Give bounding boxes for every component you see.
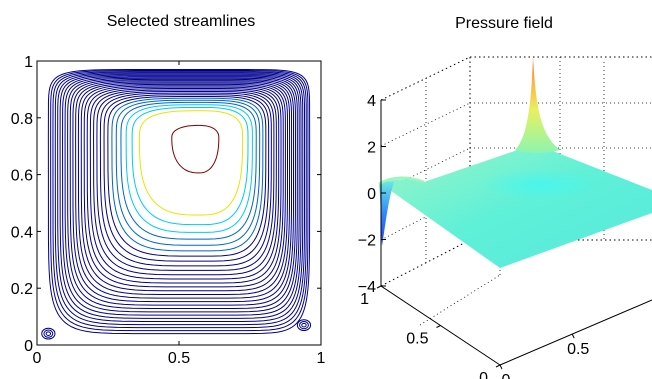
y-tick-label: 0 <box>24 338 33 355</box>
streamline <box>59 74 302 319</box>
streamline <box>62 75 300 316</box>
z-tick-label: 4 <box>367 93 376 110</box>
surface-sheet <box>380 144 652 268</box>
z-tick-label: 2 <box>367 140 376 157</box>
y-tick-label: 0.4 <box>11 224 33 241</box>
streamline <box>96 91 275 271</box>
streamline <box>171 124 220 174</box>
y3d-tick-mark <box>571 333 575 339</box>
surface-highlight <box>480 169 600 201</box>
y3d-tick-mark <box>499 364 503 370</box>
streamline <box>50 70 309 332</box>
streamline <box>120 101 257 240</box>
surface-spike <box>515 57 560 153</box>
pressure-axis-ticks: 4 2 0 −2 −4 0 0.5 1 0 0.5 <box>358 93 590 379</box>
corner-eddy <box>45 331 52 336</box>
streamline <box>80 83 286 292</box>
corner-eddy <box>299 321 309 330</box>
x3d-tick-label: 1 <box>360 291 369 308</box>
streamline <box>138 110 244 216</box>
streamline-curves <box>41 69 312 340</box>
streamline <box>99 92 272 267</box>
streamline <box>93 89 277 276</box>
z-tick-label: 0 <box>367 186 376 203</box>
y3d-tick-label: 0.5 <box>567 341 589 358</box>
streamline <box>69 78 295 306</box>
x3d-tick-mark <box>495 364 501 368</box>
x3d-tick-mark <box>436 325 441 328</box>
corner-eddy <box>43 329 54 338</box>
streamline <box>125 104 253 233</box>
x3d-tick-mark <box>376 285 382 289</box>
x3d-tick-label: 0.5 <box>406 331 428 348</box>
pressure-plot-title: Pressure field <box>455 15 553 32</box>
streamline <box>67 77 296 310</box>
streamline <box>131 106 249 226</box>
streamline-axis-ticks: 0 0.5 1 0 0.2 0.4 0.6 0.8 1 <box>11 54 326 367</box>
y3d-tick-label: 0 <box>502 372 511 379</box>
corner-eddy <box>301 322 307 328</box>
x-tick-label: 0.5 <box>168 350 190 367</box>
streamline <box>54 72 306 326</box>
streamline <box>57 73 304 322</box>
streamline <box>89 88 280 280</box>
streamline-plot: Selected streamlines 0 0.5 1 0 0.2 0.4 0.6 0.8 1 <box>11 13 326 367</box>
streamline <box>75 81 291 299</box>
surface-left-rim <box>378 176 425 186</box>
streamline-plot-title: Selected streamlines <box>107 13 256 30</box>
y-tick-label: 0.2 <box>11 281 33 298</box>
streamline <box>64 76 298 313</box>
z-tick-label: −4 <box>358 279 376 296</box>
corner-eddy <box>296 319 312 332</box>
streamline <box>77 82 289 295</box>
streamline <box>107 95 267 257</box>
y-tick-label: 0.8 <box>11 111 33 128</box>
streamline <box>52 71 307 329</box>
streamline <box>47 69 311 335</box>
pressure-plot: Pressure field <box>358 15 652 379</box>
y-tick-label: 1 <box>24 54 33 71</box>
y-tick-label: 0.6 <box>11 168 33 185</box>
streamline <box>103 94 270 262</box>
x3d-tick-label: 0 <box>479 370 488 379</box>
streamline <box>111 97 264 252</box>
streamline <box>115 99 261 246</box>
pressure-surface <box>378 57 652 268</box>
streamline <box>83 85 284 288</box>
streamline <box>86 86 282 284</box>
x-tick-label: 1 <box>317 350 326 367</box>
x-tick-label: 0 <box>33 350 42 367</box>
z-tick-label: −2 <box>358 233 376 250</box>
corner-eddy <box>41 327 56 340</box>
surface-dip <box>379 181 394 246</box>
streamline <box>72 80 293 303</box>
